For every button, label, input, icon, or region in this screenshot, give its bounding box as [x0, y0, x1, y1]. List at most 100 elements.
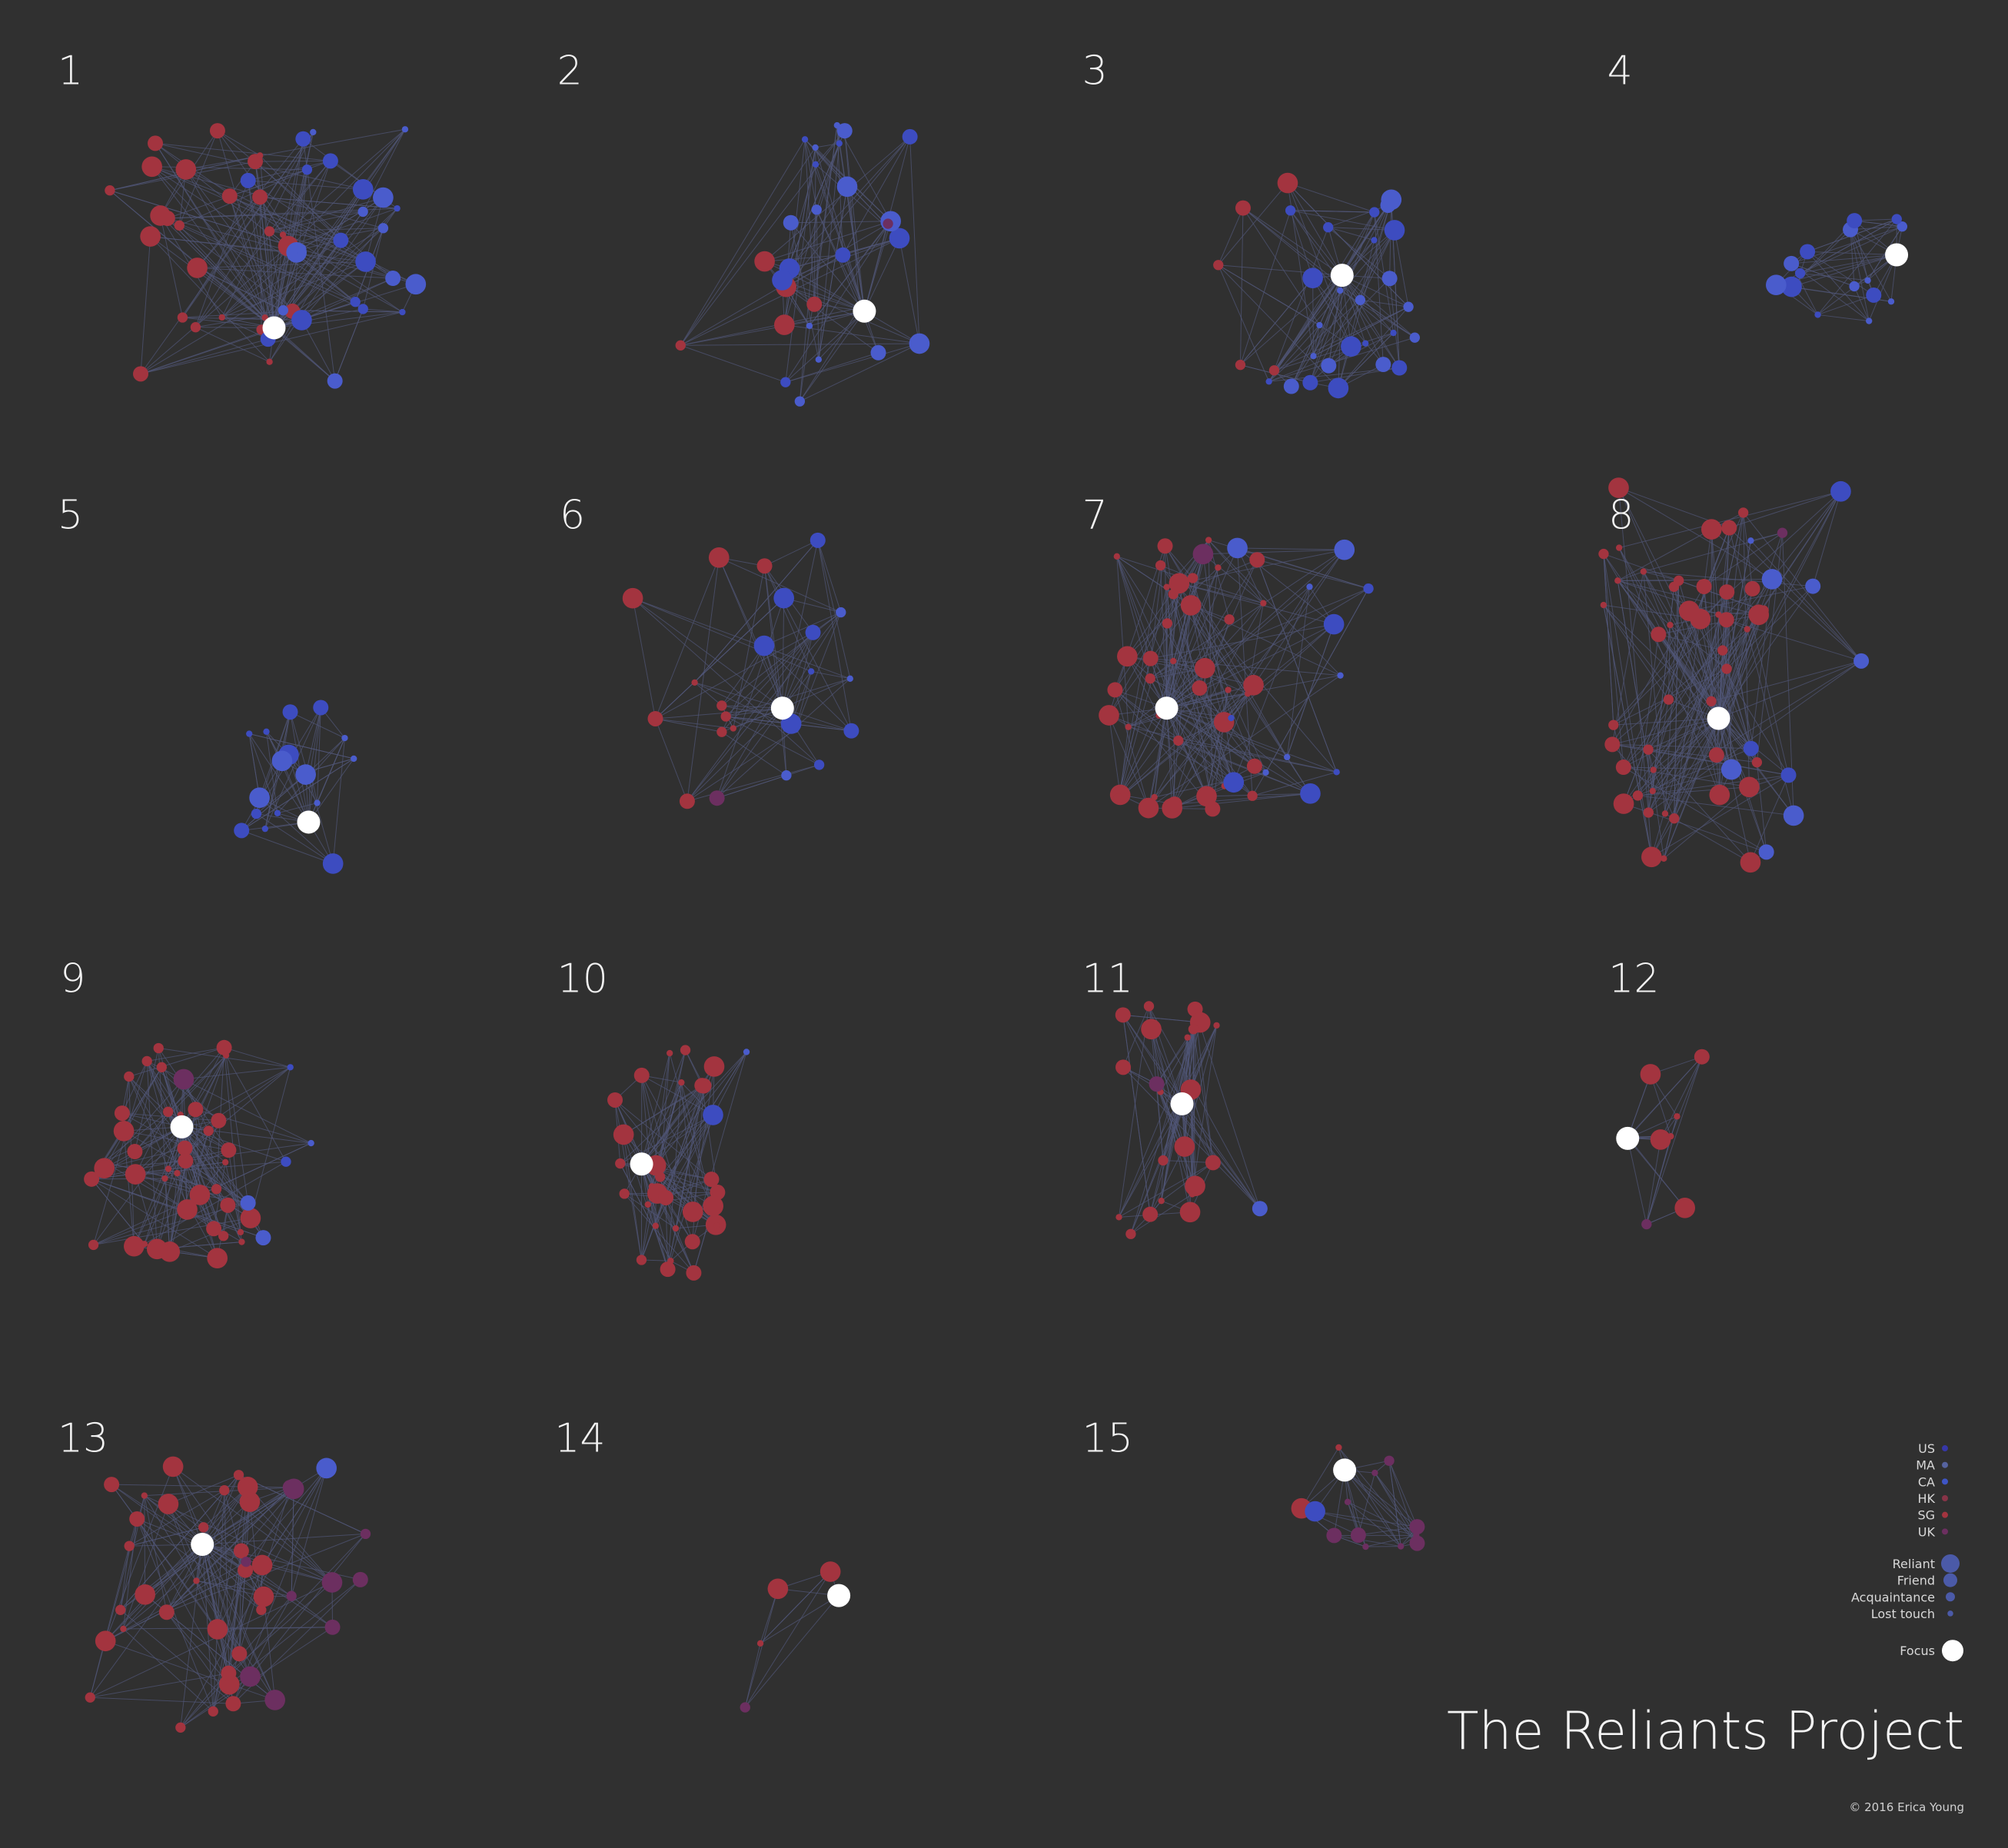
edge [1156, 1083, 1196, 1187]
node [902, 128, 918, 145]
node [652, 1222, 660, 1229]
edge [179, 169, 308, 226]
edge [1290, 210, 1400, 368]
edge [641, 1085, 704, 1165]
node [264, 1690, 285, 1710]
edge [1341, 274, 1409, 307]
node [805, 624, 821, 640]
node [1341, 336, 1361, 357]
node [636, 1255, 647, 1265]
node [812, 144, 819, 151]
edge [1800, 226, 1903, 274]
edge [1172, 660, 1255, 767]
node [1113, 793, 1124, 804]
edge [221, 317, 268, 340]
edge [1252, 771, 1337, 796]
node [313, 700, 329, 716]
node [198, 1522, 209, 1533]
edge [1334, 1534, 1401, 1547]
node [233, 1470, 244, 1481]
edge [144, 1495, 168, 1613]
node [148, 135, 164, 151]
edge [1613, 718, 1719, 726]
node [720, 711, 731, 722]
node [405, 274, 427, 295]
edge [93, 1208, 188, 1245]
node [1717, 645, 1728, 656]
edge [1344, 1470, 1401, 1547]
node [216, 1039, 232, 1055]
node [1310, 353, 1317, 360]
edge [667, 1082, 682, 1270]
edge [245, 1467, 327, 1563]
edge [202, 1533, 366, 1545]
edge [160, 215, 183, 318]
node [1326, 1527, 1342, 1544]
edge [680, 311, 865, 346]
edge [1718, 586, 1814, 719]
edge [1122, 1015, 1261, 1209]
edge [687, 729, 796, 802]
edge [137, 1518, 203, 1545]
edge [623, 1085, 704, 1135]
focus-node [1707, 706, 1730, 730]
edge [225, 1055, 287, 1162]
edge [104, 1148, 185, 1169]
node [644, 1201, 651, 1208]
edge [1750, 540, 1862, 662]
node [373, 187, 394, 208]
edge [1850, 229, 1870, 321]
edge [716, 707, 783, 799]
edge [264, 712, 291, 829]
node [1174, 1136, 1195, 1157]
node [1667, 1133, 1674, 1140]
edge [1290, 210, 1343, 276]
node [811, 204, 822, 215]
node [1403, 301, 1414, 312]
node [1155, 560, 1166, 571]
edge [301, 278, 394, 321]
legend-label: UK [1918, 1524, 1936, 1539]
node [1748, 604, 1770, 626]
node [1115, 1007, 1131, 1023]
node [208, 1706, 218, 1717]
node [1784, 255, 1800, 271]
edge [786, 286, 865, 312]
edge [1119, 1025, 1217, 1218]
edge [1643, 571, 1666, 814]
edge [818, 143, 840, 360]
edge [1344, 1469, 1417, 1536]
edge [1149, 1029, 1194, 1215]
panel-number: 13 [58, 1416, 108, 1462]
edge [1617, 529, 1712, 581]
node [1215, 564, 1222, 571]
node [801, 136, 809, 143]
node [1864, 277, 1871, 284]
node [271, 750, 293, 772]
edge [1627, 1138, 1647, 1225]
edge [1750, 579, 1773, 749]
edge [632, 597, 812, 672]
node [94, 1158, 115, 1179]
panel-number: 12 [1608, 956, 1659, 1002]
edge [1174, 793, 1311, 805]
node [1615, 544, 1623, 551]
legend-label: MA [1916, 1458, 1935, 1473]
edge [217, 130, 261, 156]
node [1247, 790, 1258, 801]
edge [764, 540, 818, 567]
edge [155, 143, 274, 328]
edge [122, 1518, 138, 1629]
node [394, 204, 401, 212]
edge [632, 597, 819, 766]
edge [1239, 208, 1244, 365]
edge [1360, 299, 1415, 338]
edge [632, 597, 783, 709]
edge [1338, 332, 1394, 389]
node [114, 1105, 130, 1122]
credit: © 2016 Erica Young [1849, 1800, 1964, 1814]
edge [1116, 556, 1225, 723]
node [1751, 756, 1763, 768]
edge [1195, 1009, 1214, 1163]
node [124, 1235, 145, 1257]
